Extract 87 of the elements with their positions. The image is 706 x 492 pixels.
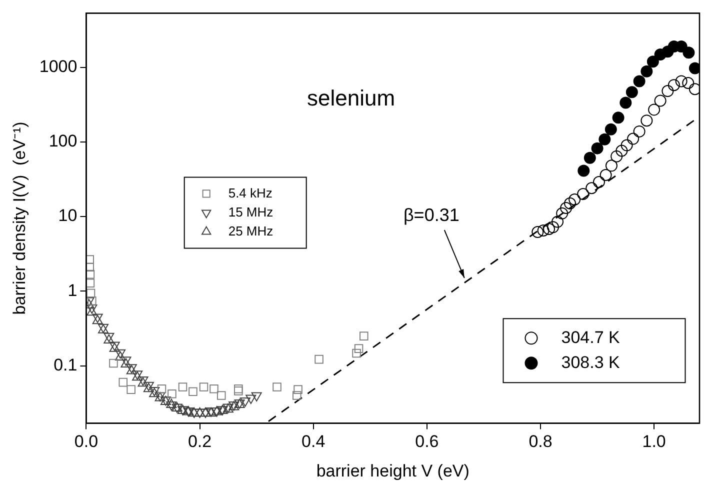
point [178, 382, 188, 392]
point [556, 207, 568, 220]
point [552, 216, 564, 228]
point [568, 194, 581, 206]
y-tick-label: 100 [48, 132, 78, 151]
annotation: β=0.31 [403, 204, 460, 225]
point [126, 385, 136, 394]
x-tick-label: 1.0 [642, 432, 666, 452]
point [592, 176, 605, 188]
point [188, 387, 198, 396]
point [234, 384, 243, 394]
point [354, 344, 364, 353]
point [654, 94, 666, 107]
point [604, 123, 617, 136]
point [627, 132, 640, 145]
point [172, 404, 182, 414]
point [352, 348, 361, 358]
point [564, 197, 576, 210]
point [648, 104, 660, 116]
point [166, 402, 177, 411]
x-axis-title: barrier height V (eV) [316, 461, 470, 480]
point [620, 139, 633, 152]
point [86, 288, 96, 298]
point [216, 391, 226, 400]
point [662, 85, 674, 98]
point [543, 223, 556, 236]
point [610, 150, 623, 162]
y-tick-label: 10 [58, 206, 78, 226]
point [578, 164, 590, 177]
point [246, 394, 256, 404]
point [646, 56, 659, 68]
point [584, 152, 596, 164]
point [210, 384, 218, 394]
point [688, 83, 700, 96]
point [668, 79, 680, 92]
x-tick-label: 0.2 [188, 432, 212, 452]
point [109, 358, 118, 368]
point [86, 278, 95, 288]
point [605, 160, 618, 172]
x-tick-label: 0.4 [302, 432, 326, 452]
point [688, 62, 700, 74]
x-tick-label: 0.6 [415, 432, 439, 452]
point [577, 188, 590, 200]
point [294, 385, 302, 394]
point [272, 382, 282, 392]
point [682, 77, 694, 90]
x-tick-label: 0.8 [528, 432, 552, 452]
legend-label: 25 MHz [228, 223, 274, 238]
legend-label: 304.7 K [561, 328, 621, 347]
legend-label: 15 MHz [228, 204, 274, 220]
point [546, 221, 559, 234]
point [537, 224, 550, 236]
point [532, 226, 544, 238]
point [251, 392, 262, 402]
point [612, 112, 624, 124]
point [199, 382, 208, 392]
point [682, 46, 695, 59]
legend-label: 308.3 K [561, 352, 621, 372]
point [560, 202, 572, 214]
y-tick-label: 1 [68, 280, 78, 300]
point [633, 75, 646, 88]
point [640, 114, 653, 127]
point [86, 270, 95, 279]
point [598, 133, 611, 146]
point [157, 384, 166, 394]
point [633, 125, 646, 138]
point [234, 386, 243, 396]
y-axis-title: barrier density I(V) (eV⁻¹) [10, 122, 29, 315]
y-tick-label: 1000 [39, 56, 78, 76]
point [600, 168, 612, 181]
point [314, 354, 324, 364]
point [292, 391, 302, 400]
point [168, 389, 176, 398]
point [675, 75, 688, 88]
x-tick-label: 0.0 [74, 432, 98, 452]
point [591, 142, 604, 154]
point [626, 86, 638, 98]
point [240, 397, 250, 407]
point [586, 182, 598, 194]
point [118, 378, 128, 387]
point [360, 332, 368, 340]
y-tick-label: 0.1 [54, 355, 78, 374]
point [616, 144, 628, 157]
annotation: selenium [307, 85, 396, 110]
legend-label: 5.4 kHz [228, 185, 272, 200]
point [640, 65, 653, 78]
point [620, 96, 632, 109]
